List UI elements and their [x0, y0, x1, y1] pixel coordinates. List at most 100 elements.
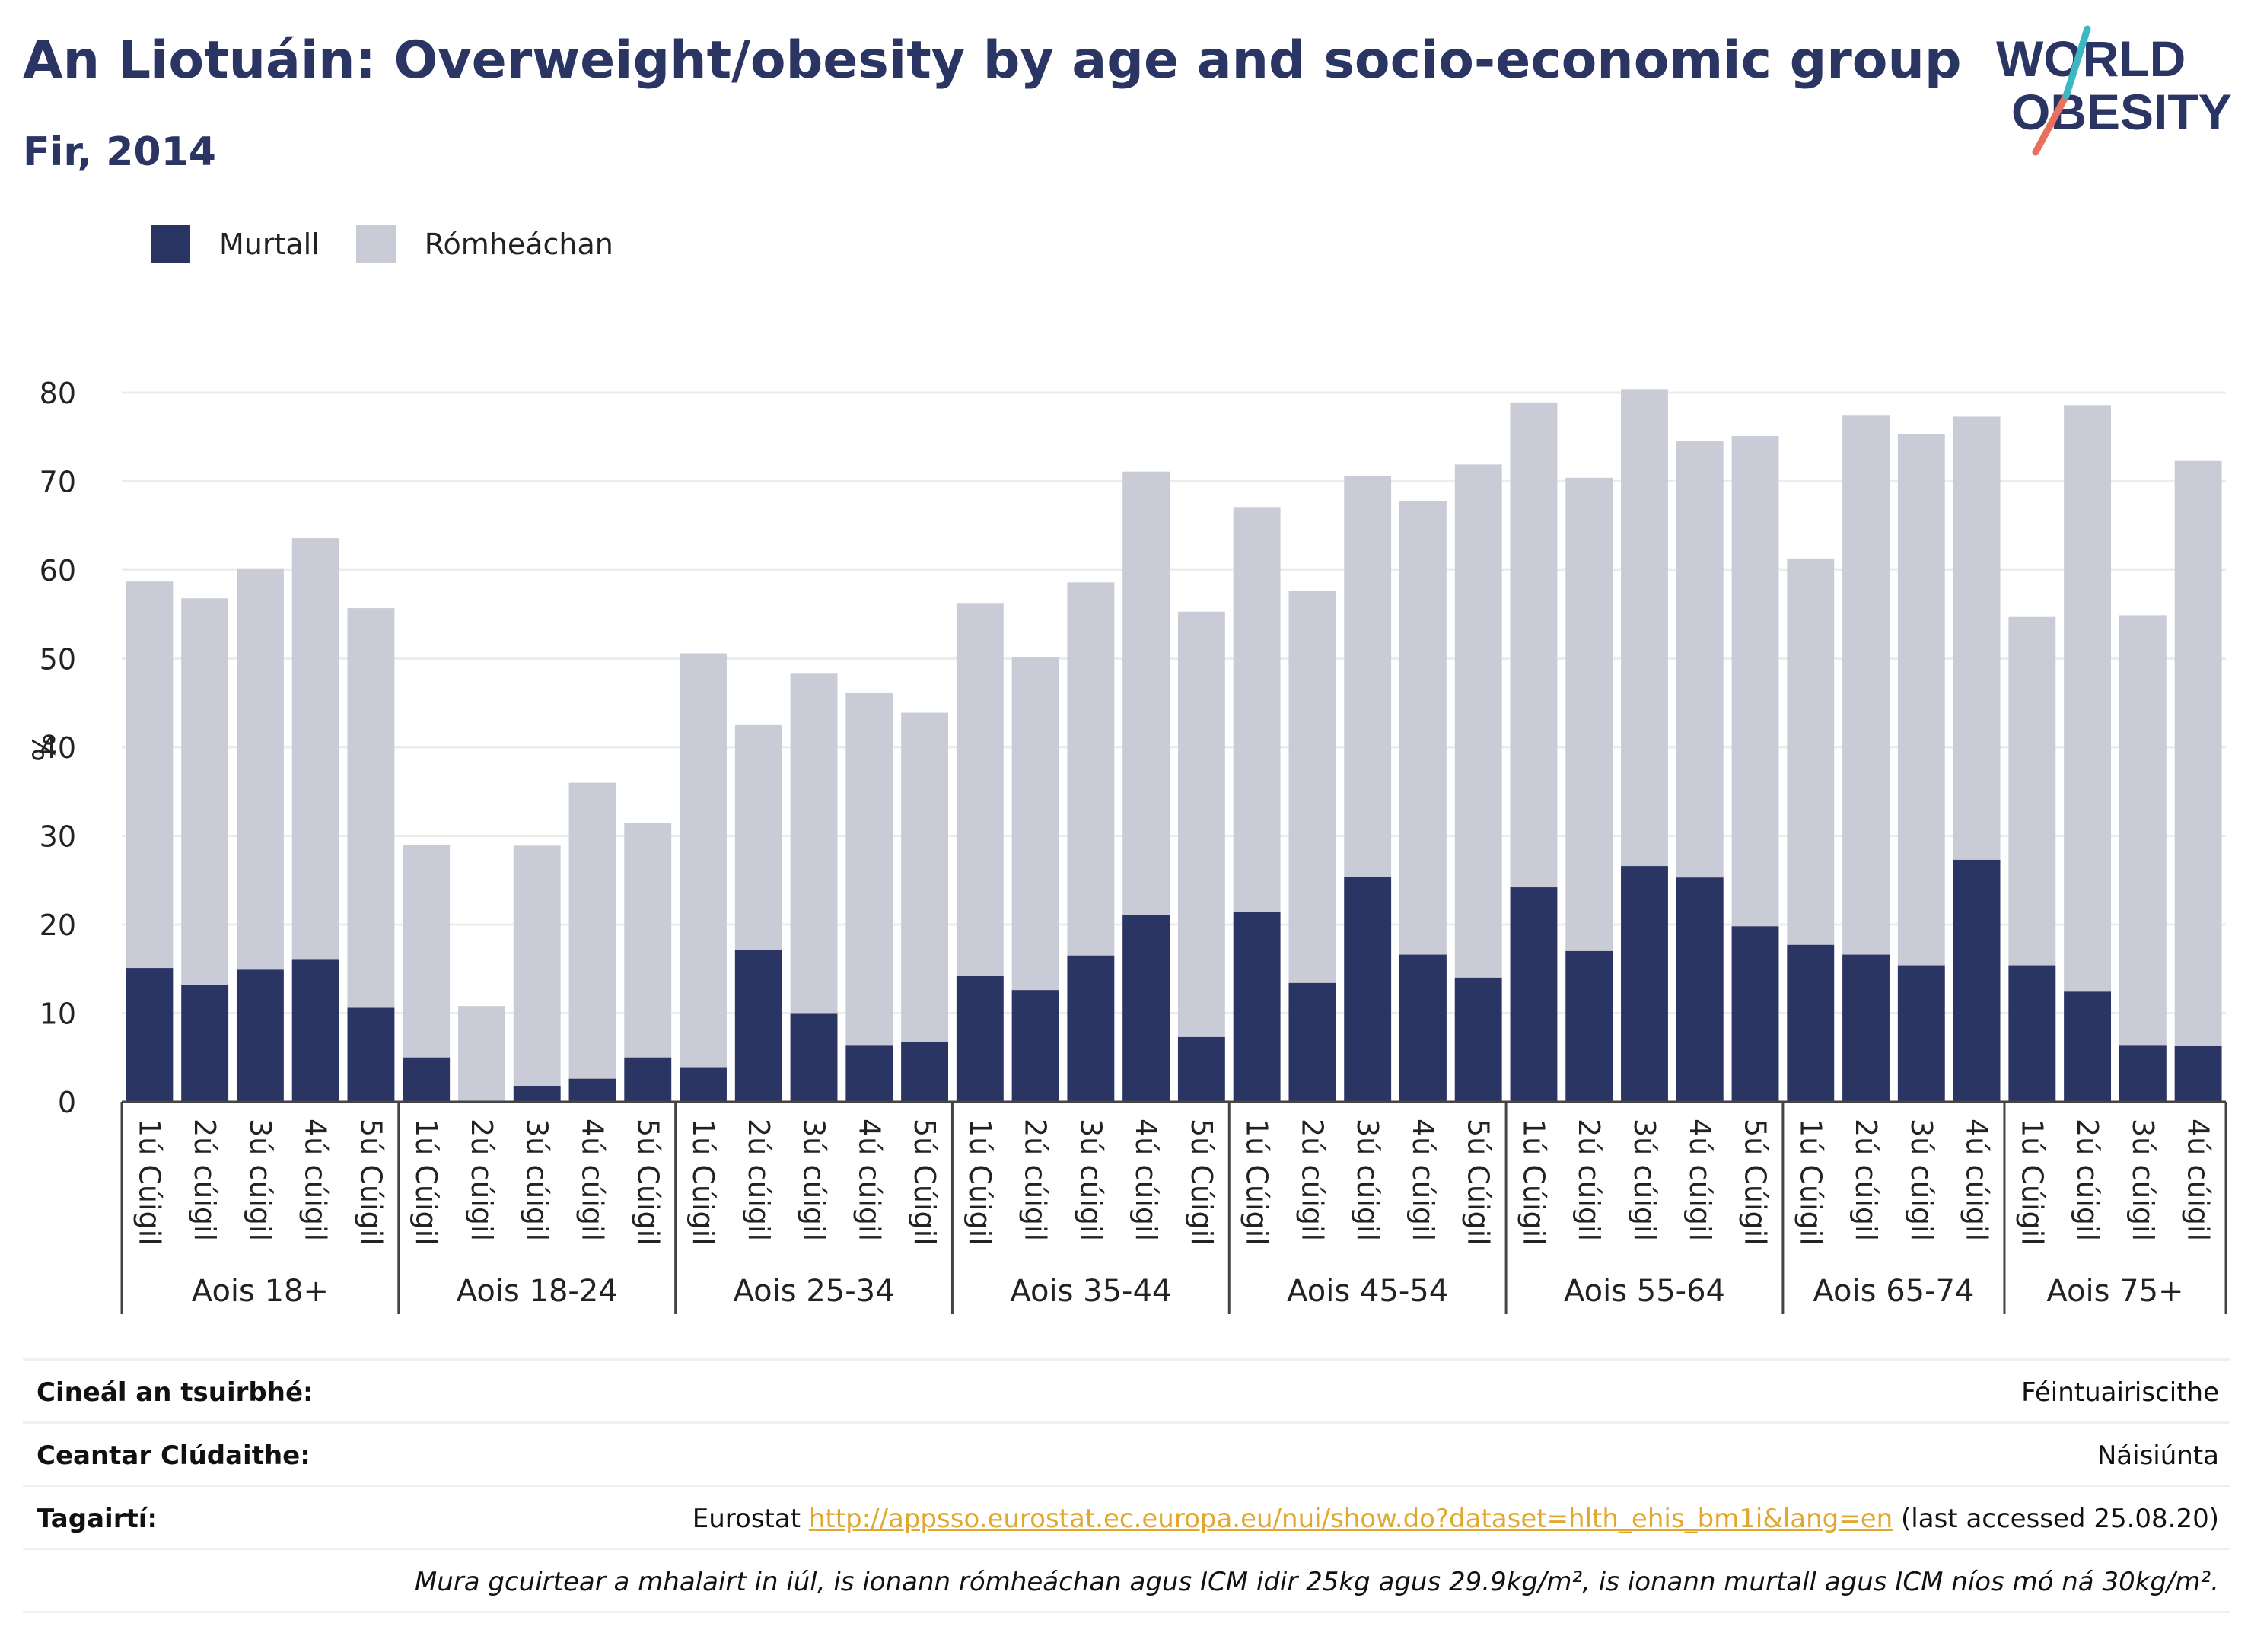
- legend-label-obese: Murtall: [219, 228, 320, 261]
- bar-overweight: [901, 712, 948, 1102]
- bar-obese: [1510, 887, 1558, 1102]
- x-tick-label: 3ú cúigil: [1905, 1119, 1938, 1241]
- x-tick-label: 2ú cúigil: [1295, 1119, 1329, 1241]
- x-tick-label: 2ú cúigil: [742, 1119, 775, 1241]
- x-tick-label: 5ú Cúigil: [1185, 1119, 1218, 1246]
- bar-overweight: [458, 1006, 505, 1102]
- bar-overweight: [568, 782, 616, 1102]
- group-label: Aois 75+: [2046, 1274, 2183, 1309]
- y-tick-label: 10: [40, 998, 76, 1031]
- x-tick-label: 3ú cúigil: [244, 1119, 277, 1241]
- reference-prefix: Eurostat: [692, 1504, 809, 1534]
- group-label: Aois 65-74: [1813, 1274, 1974, 1309]
- bar-chart: 0 10 20 30 40 50 60 70 80% 1ú Cúigil 2ú cúigil 3ú c…: [27, 377, 2227, 1314]
- bar-obese: [901, 1042, 948, 1102]
- area-covered-value: Náisiúnta: [2097, 1440, 2219, 1471]
- x-tick-label: 3ú cúigil: [521, 1119, 554, 1241]
- x-tick-label: 1ú Cúigil: [963, 1119, 997, 1246]
- bar-obese: [2008, 965, 2056, 1102]
- chart-subtitle: Fir, 2014: [23, 129, 216, 175]
- bar-overweight: [513, 845, 561, 1102]
- x-tick-label: 3ú cúigil: [1074, 1119, 1107, 1241]
- reference-link[interactable]: http://appsso.eurostat.ec.europa.eu/nui/…: [808, 1504, 1893, 1534]
- group-label: Aois 55-64: [1564, 1274, 1725, 1309]
- x-tick-label: 4ú cúigil: [1406, 1119, 1440, 1241]
- x-tick-label: 1ú Cúigil: [1794, 1119, 1827, 1246]
- bar-overweight: [1177, 611, 1225, 1102]
- info-row-note: Mura gcuirtear a mhalairt in iúl, is ion…: [23, 1548, 2230, 1613]
- x-tick-label: 1ú Cúigil: [2015, 1119, 2049, 1246]
- legend-item-obese[interactable]: Murtall: [151, 225, 320, 263]
- logo-line-1: WORLD: [1996, 30, 2186, 87]
- bar-obese: [513, 1086, 561, 1102]
- x-tick-label: 2ú cúigil: [1849, 1119, 1883, 1241]
- bar-overweight: [2174, 460, 2222, 1102]
- legend-item-overweight[interactable]: Rómheáchan: [355, 225, 613, 263]
- bar-obese: [1177, 1036, 1225, 1102]
- bar-obese: [1399, 954, 1447, 1102]
- bar-obese: [1122, 915, 1170, 1102]
- x-tick-label: 3ú cúigil: [798, 1119, 831, 1241]
- bar-obese: [1565, 950, 1613, 1102]
- x-tick-label: 2ú cúigil: [1572, 1119, 1606, 1241]
- bar-obese: [1011, 990, 1059, 1102]
- bar-obese: [181, 985, 229, 1102]
- survey-type-value: Féintuairiscithe: [2021, 1377, 2219, 1408]
- group-label: Aois 25-34: [734, 1274, 895, 1309]
- group-label: Aois 35-44: [1010, 1274, 1171, 1309]
- bar-obese: [347, 1007, 395, 1102]
- x-tick-label: 3ú cúigil: [1351, 1119, 1384, 1241]
- bar-obese: [1067, 955, 1115, 1102]
- bar-overweight: [2119, 615, 2167, 1102]
- definition-note: Mura gcuirtear a mhalairt in iúl, is ion…: [414, 1567, 2219, 1597]
- x-tick-label: 4ú cúigil: [575, 1119, 609, 1241]
- bar-overweight: [2064, 405, 2112, 1102]
- y-tick-label: 50: [40, 643, 76, 676]
- y-axis-label: %: [27, 733, 62, 762]
- bar-obese: [291, 959, 339, 1102]
- area-covered-label: Ceantar Clúdaithe:: [37, 1440, 310, 1471]
- bar-obese: [1787, 944, 1835, 1102]
- group-label: Aois 18+: [192, 1274, 329, 1309]
- y-tick-label: 70: [40, 466, 76, 499]
- bar-obese: [1233, 912, 1281, 1102]
- bar-obese: [1344, 877, 1392, 1102]
- y-tick-label: 40: [40, 731, 76, 765]
- survey-type-label: Cineál an tsuirbhé:: [37, 1377, 314, 1408]
- y-tick-label: 20: [40, 909, 76, 942]
- x-tick-label: 4ú cúigil: [2182, 1119, 2215, 1241]
- x-tick-label: 4ú cúigil: [1683, 1119, 1717, 1241]
- bar-obese: [734, 950, 782, 1102]
- bar-obese: [845, 1045, 893, 1102]
- bar-obese: [624, 1057, 672, 1102]
- bar-obese: [1288, 982, 1336, 1102]
- world-obesity-logo: WORLD OBESITY: [1996, 25, 2232, 156]
- bar-overweight: [845, 692, 893, 1102]
- bar-obese: [2064, 991, 2112, 1102]
- y-tick-label: 0: [58, 1086, 76, 1119]
- bar-obese: [956, 976, 1004, 1102]
- x-tick-label: 5ú Cúigil: [1739, 1119, 1772, 1246]
- x-tick-label: 1ú Cúigil: [1240, 1119, 1274, 1246]
- x-tick-label: 3ú cúigil: [2126, 1119, 2160, 1241]
- bar-obese: [1454, 977, 1502, 1102]
- x-tick-label: 5ú Cúigil: [631, 1119, 664, 1246]
- bar-obese: [1842, 954, 1890, 1102]
- chart-title: An Liotuáin: Overweight/obesity by age a…: [23, 30, 1962, 91]
- bar-obese: [236, 969, 284, 1102]
- x-tick-label: 4ú cúigil: [1960, 1119, 1994, 1241]
- y-tick-label: 80: [40, 377, 76, 410]
- bar-obese: [568, 1078, 616, 1102]
- bar-obese: [2174, 1046, 2222, 1102]
- x-tick-label: 2ú cúigil: [465, 1119, 498, 1241]
- x-tick-label: 1ú Cúigil: [132, 1119, 166, 1246]
- group-label: Aois 18-24: [457, 1274, 618, 1309]
- x-tick-label: 4ú cúigil: [299, 1119, 333, 1241]
- group-label: Aois 45-54: [1287, 1274, 1448, 1309]
- bar-obese: [1731, 926, 1779, 1102]
- x-tick-label: 1ú Cúigil: [686, 1119, 720, 1246]
- legend-swatch-overweight: [355, 225, 396, 263]
- info-row-area: Ceantar Clúdaithe: Náisiúnta: [23, 1421, 2230, 1485]
- y-tick-label: 60: [40, 554, 76, 587]
- legend-label-overweight: Rómheáchan: [424, 228, 613, 261]
